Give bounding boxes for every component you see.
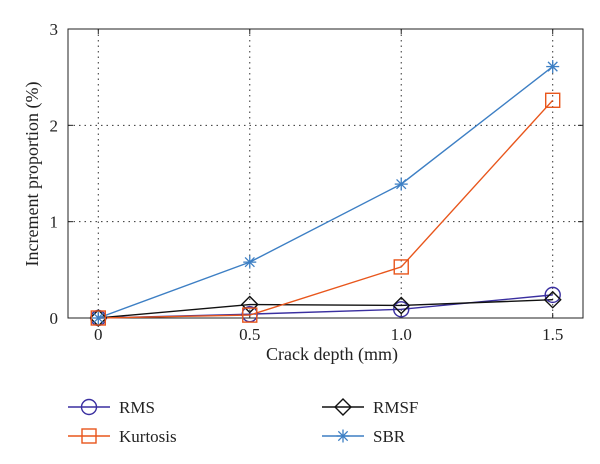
data-point-rmsf: [543, 290, 562, 309]
data-point-rmsf: [240, 295, 259, 314]
legend-item-sbr: SBR: [322, 427, 406, 446]
data-point-rmsf: [392, 296, 411, 315]
legend-label-sbr: SBR: [373, 427, 406, 446]
data-point-sbr: [546, 60, 560, 74]
legend-item-rmsf: RMSF: [322, 398, 418, 417]
series-markers: [89, 60, 562, 327]
y-tick-label: 0: [50, 309, 59, 328]
data-point-sbr: [394, 177, 408, 191]
data-point-rms: [393, 301, 410, 318]
data-point-kurtosis: [545, 92, 561, 108]
grid-lines: [68, 29, 583, 318]
series-line-sbr: [98, 66, 554, 319]
x-tick-label: 0: [94, 325, 103, 344]
x-axis-label: Crack depth (mm): [266, 344, 398, 365]
y-tick-label: 3: [50, 20, 59, 39]
series-line-rmsf: [98, 298, 553, 319]
data-point-kurtosis: [393, 259, 409, 275]
axis-ticks: 0 0.5 1.0 1.5 0 1 2 3: [50, 20, 583, 344]
legend-label-kurtosis: Kurtosis: [119, 427, 177, 446]
legend-item-kurtosis: Kurtosis: [68, 427, 177, 446]
x-tick-label: 1.0: [391, 325, 412, 344]
legend-marker-sbr: [336, 429, 350, 443]
y-axis-label: Increment proportion (%): [22, 82, 43, 267]
data-point-rmsf: [89, 309, 108, 327]
data-point-kurtosis: [242, 307, 258, 323]
series-line-kurtosis: [98, 99, 554, 319]
data-point-rms: [544, 286, 561, 304]
legend-marker-kurtosis: [81, 428, 97, 444]
series-lines: [98, 66, 554, 319]
legend-marker-rms: [80, 398, 98, 416]
legend-label-rmsf: RMSF: [373, 398, 418, 417]
x-tick-label: 0.5: [239, 325, 260, 344]
legend-item-rms: RMS: [68, 398, 155, 417]
plot-frame: [67, 28, 584, 319]
data-point-sbr: [91, 311, 105, 325]
legend-label-rms: RMS: [119, 398, 155, 417]
series-line-rms: [98, 294, 553, 319]
x-tick-label: 1.5: [542, 325, 563, 344]
legend: RMS RMSF Kurtosis SBR: [68, 398, 418, 446]
y-tick-label: 1: [50, 213, 59, 232]
data-point-kurtosis: [90, 310, 106, 326]
data-point-sbr: [243, 255, 257, 269]
y-tick-label: 2: [50, 116, 59, 135]
legend-marker-rmsf: [334, 398, 352, 416]
